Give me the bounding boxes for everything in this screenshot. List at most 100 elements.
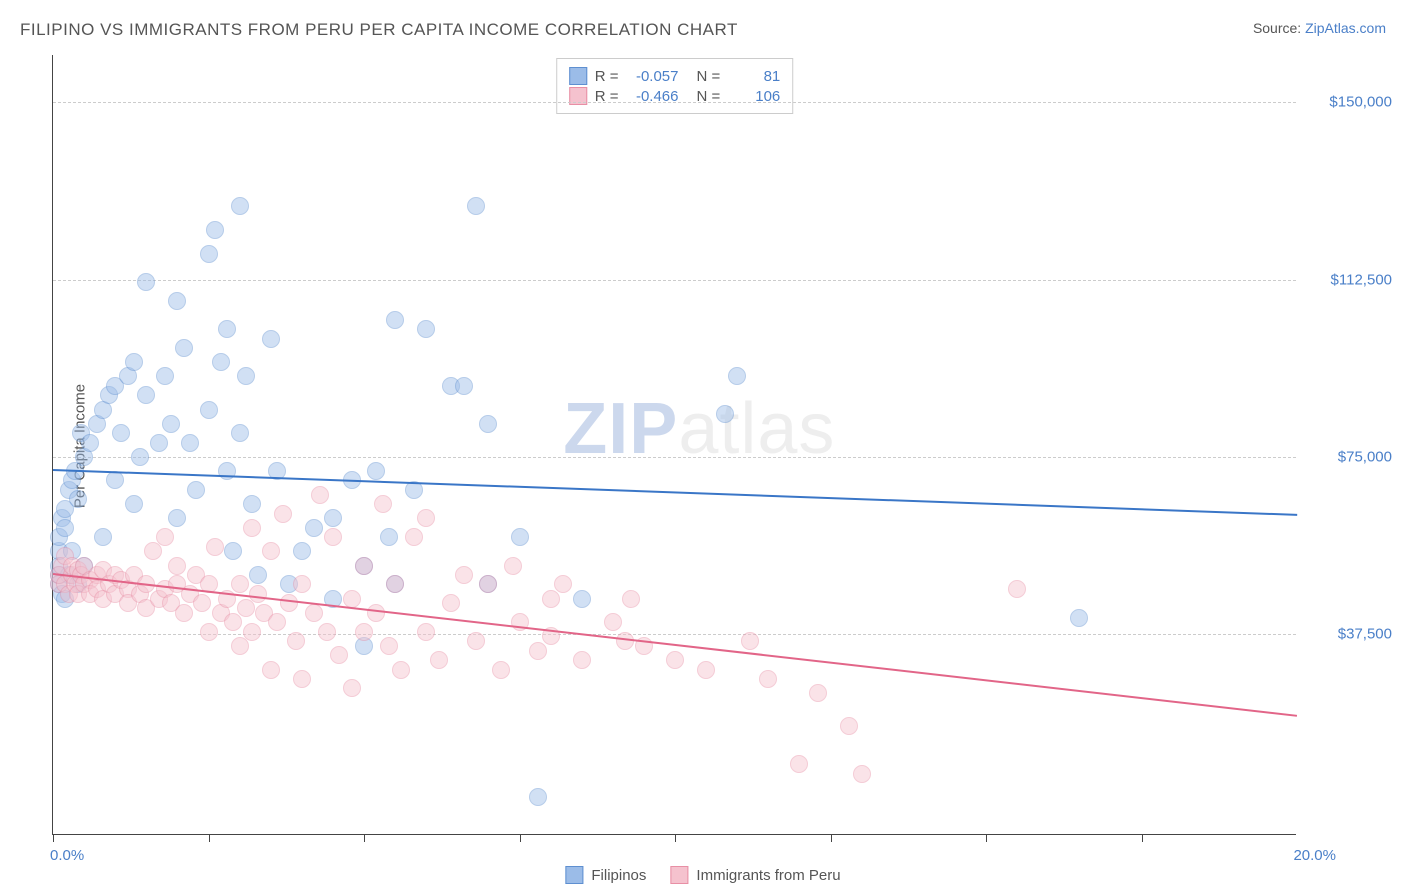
data-point (355, 557, 373, 575)
data-point (280, 594, 298, 612)
y-tick-label: $75,000 (1302, 448, 1392, 465)
legend-label: Immigrants from Peru (696, 867, 840, 884)
data-point (243, 495, 261, 513)
data-point (81, 434, 99, 452)
data-point (268, 613, 286, 631)
legend-swatch (670, 866, 688, 884)
gridline (53, 634, 1296, 635)
data-point (492, 661, 510, 679)
data-point (137, 273, 155, 291)
data-point (343, 679, 361, 697)
data-point (305, 604, 323, 622)
source-link[interactable]: ZipAtlas.com (1305, 20, 1386, 36)
data-point (504, 557, 522, 575)
x-axis-end-label: 20.0% (1293, 847, 1336, 864)
data-point (386, 311, 404, 329)
data-point (324, 528, 342, 546)
data-point (175, 604, 193, 622)
gridline (53, 457, 1296, 458)
data-point (305, 519, 323, 537)
data-point (262, 330, 280, 348)
data-point (249, 585, 267, 603)
data-point (417, 509, 435, 527)
plot-area: ZIPatlas R = -0.057N = 81R = -0.466N = 1… (52, 55, 1296, 835)
data-point (430, 651, 448, 669)
data-point (840, 717, 858, 735)
x-tick (53, 834, 54, 842)
data-point (622, 590, 640, 608)
data-point (206, 538, 224, 556)
data-point (380, 637, 398, 655)
data-point (112, 424, 130, 442)
data-point (467, 197, 485, 215)
data-point (206, 221, 224, 239)
data-point (405, 528, 423, 546)
data-point (479, 575, 497, 593)
data-point (343, 590, 361, 608)
data-point (417, 320, 435, 338)
data-point (741, 632, 759, 650)
data-point (442, 594, 460, 612)
data-point (479, 415, 497, 433)
x-axis-start-label: 0.0% (50, 847, 84, 864)
bottom-legend: Filipinos Immigrants from Peru (565, 866, 840, 884)
x-tick (675, 834, 676, 842)
legend-item: Filipinos (565, 866, 646, 884)
data-point (162, 415, 180, 433)
data-point (137, 386, 155, 404)
x-tick (831, 834, 832, 842)
data-point (218, 320, 236, 338)
data-point (542, 590, 560, 608)
data-point (224, 613, 242, 631)
data-point (467, 632, 485, 650)
data-point (616, 632, 634, 650)
data-point (573, 651, 591, 669)
data-point (262, 542, 280, 560)
data-point (809, 684, 827, 702)
stat-r-value: -0.057 (627, 68, 679, 85)
data-point (790, 755, 808, 773)
data-point (175, 339, 193, 357)
data-point (697, 661, 715, 679)
data-point (106, 471, 124, 489)
x-tick (986, 834, 987, 842)
data-point (318, 623, 336, 641)
data-point (330, 646, 348, 664)
stat-r-label: R = (595, 68, 619, 85)
data-point (853, 765, 871, 783)
data-point (367, 604, 385, 622)
data-point (231, 197, 249, 215)
y-tick-label: $112,500 (1302, 271, 1392, 288)
data-point (231, 424, 249, 442)
data-point (243, 519, 261, 537)
x-tick (209, 834, 210, 842)
data-point (237, 367, 255, 385)
legend-swatch (565, 866, 583, 884)
data-point (200, 245, 218, 263)
source-prefix: Source: (1253, 20, 1305, 36)
stats-row: R = -0.057N = 81 (569, 67, 781, 85)
legend-swatch (569, 67, 587, 85)
data-point (125, 353, 143, 371)
data-point (125, 495, 143, 513)
data-point (759, 670, 777, 688)
stat-n-label: N = (697, 68, 721, 85)
y-tick-label: $150,000 (1302, 94, 1392, 111)
data-point (156, 528, 174, 546)
data-point (311, 486, 329, 504)
data-point (94, 528, 112, 546)
data-point (367, 462, 385, 480)
data-point (554, 575, 572, 593)
data-point (293, 542, 311, 560)
data-point (224, 542, 242, 560)
data-point (380, 528, 398, 546)
data-point (150, 434, 168, 452)
data-point (355, 623, 373, 641)
data-point (200, 623, 218, 641)
trend-line (53, 469, 1297, 516)
data-point (231, 575, 249, 593)
data-point (187, 481, 205, 499)
data-point (293, 670, 311, 688)
data-point (374, 495, 392, 513)
data-point (212, 353, 230, 371)
